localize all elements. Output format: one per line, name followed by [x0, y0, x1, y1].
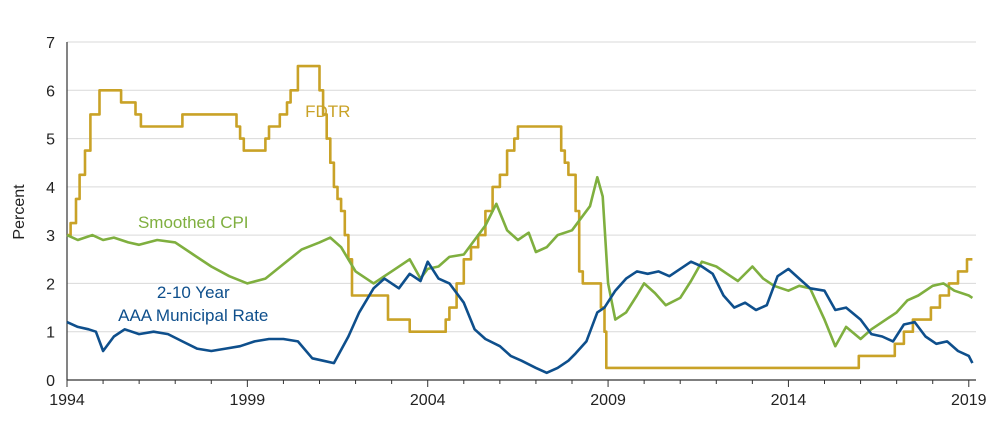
x-tick-label: 2004: [410, 392, 446, 409]
gridlines: [67, 41, 976, 333]
series-line-2-10-year-aaa-municipal-rate: [66, 260, 974, 375]
y-tick-label: 7: [46, 35, 55, 52]
x-tick-label: 2019: [951, 392, 987, 409]
y-tick-label: 3: [46, 228, 55, 245]
y-tick-label: 5: [46, 132, 55, 149]
series-label-smoothed-cpi: Smoothed CPI: [138, 213, 249, 232]
series-line-smoothed-cpi: [66, 175, 974, 348]
y-tick-label: 1: [46, 325, 55, 342]
y-axis-title: Percent: [11, 184, 28, 240]
series-line-fdtr: [67, 64, 973, 370]
x-tick-label: 2009: [590, 392, 626, 409]
y-tick-label: 2: [46, 276, 55, 293]
y-tick-label: 0: [46, 373, 55, 390]
series-lines: [66, 64, 974, 375]
axes: 0 1 2 3 4 5 6 7 1994 1999 2004 2009 2014 2019: [46, 35, 987, 409]
series-labels: FDTR Smoothed CPI 2-10 Year AAA Municipal R…: [118, 102, 350, 325]
series-label-2-10-year-aaa-municipal-rate: AAA Municipal Rate: [118, 306, 268, 325]
x-tick-label: 1999: [230, 392, 266, 409]
series-label-2-10-year-aaa-municipal-rate: 2-10 Year: [157, 283, 230, 302]
y-tick-label: 4: [46, 180, 55, 197]
x-tick-label: 1994: [49, 392, 85, 409]
y-tick-label: 6: [46, 83, 55, 100]
series-label-fdtr: FDTR: [305, 102, 350, 121]
x-tick-label: 2014: [771, 392, 807, 409]
